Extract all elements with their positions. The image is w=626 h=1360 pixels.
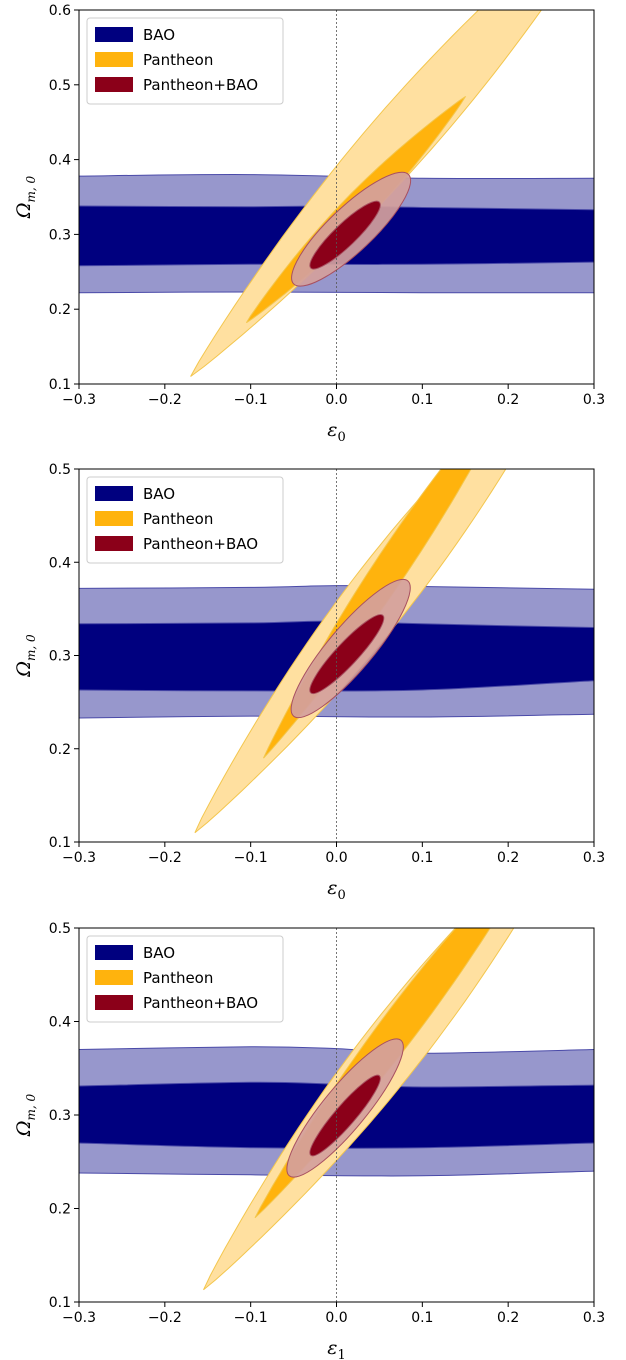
legend-swatch-pantheon — [95, 52, 133, 67]
y-tick-label: 0.5 — [49, 462, 71, 478]
plot-area — [79, 10, 594, 384]
legend-label: BAO — [143, 944, 175, 962]
x-tick-label: 0.1 — [411, 850, 433, 866]
x-tick-label: 0.3 — [583, 850, 605, 866]
plot-area — [79, 469, 594, 842]
x-tick-label: −0.1 — [234, 392, 268, 408]
y-tick-label: 0.4 — [49, 1015, 71, 1031]
legend-label: Pantheon — [143, 51, 213, 69]
y-tick-label: 0.2 — [49, 302, 71, 318]
x-tick-label: −0.1 — [234, 850, 268, 866]
combined-inner-contour — [309, 1074, 381, 1157]
legend: BAO Pantheon Pantheon+BAO — [86, 476, 284, 564]
legend-swatch-bao — [95, 945, 133, 960]
chart-panel-1: −0.3 −0.2 −0.1 0.0 0.1 0.2 0.3 0.1 0.2 0.3 0.4 0.5 0… — [13, 3, 605, 445]
combined-inner-contour — [309, 200, 381, 270]
x-tick-label: −0.3 — [62, 1310, 96, 1326]
legend-swatch-bao — [95, 27, 133, 42]
y-tick-label: 0.2 — [49, 1202, 71, 1218]
x-tick-label: 0.3 — [583, 392, 605, 408]
x-tick-label: 0.1 — [411, 392, 433, 408]
legend-swatch-pantheon — [95, 511, 133, 526]
y-axis-label: Ωm, 0 — [13, 634, 38, 678]
legend-swatch-combined — [95, 995, 133, 1010]
legend-swatch-bao — [95, 486, 133, 501]
y-tick-label: 0.3 — [49, 227, 71, 243]
x-axis-label: ε0 — [327, 419, 345, 445]
y-tick-label: 0.2 — [49, 742, 71, 758]
x-tick-label: 0.0 — [325, 850, 347, 866]
legend-swatch-pantheon — [95, 970, 133, 985]
y-tick-label: 0.5 — [49, 78, 71, 94]
y-tick-label: 0.4 — [49, 555, 71, 571]
x-tick-label: −0.2 — [148, 850, 182, 866]
y-tick-label: 0.3 — [49, 649, 71, 665]
x-tick-label: 0.2 — [497, 1310, 519, 1326]
legend-box — [86, 476, 284, 564]
legend-box — [86, 17, 284, 105]
x-tick-label: −0.3 — [62, 392, 96, 408]
x-tick-label: 0.0 — [325, 1310, 347, 1326]
x-tick-label: −0.3 — [62, 850, 96, 866]
x-tick-label: 0.2 — [497, 850, 519, 866]
legend-label: BAO — [143, 26, 175, 44]
combined-inner-contour — [309, 614, 385, 695]
y-tick-label: 0.1 — [49, 377, 71, 393]
plot-area — [79, 928, 594, 1302]
legend-label: BAO — [143, 485, 175, 503]
legend-label: Pantheon+BAO — [143, 994, 258, 1012]
x-tick-label: −0.1 — [234, 1310, 268, 1326]
x-tick-label: 0.0 — [325, 392, 347, 408]
chart-panel-2: −0.3 −0.2 −0.1 0.0 0.1 0.2 0.3 0.1 0.2 0.3 0.4 0.5 ε… — [13, 462, 605, 903]
legend-swatch-combined — [95, 536, 133, 551]
legend-box — [86, 935, 284, 1023]
legend-label: Pantheon — [143, 510, 213, 528]
x-tick-label: 0.3 — [583, 1310, 605, 1326]
legend-label: Pantheon+BAO — [143, 76, 258, 94]
legend-label: Pantheon+BAO — [143, 535, 258, 553]
x-tick-label: 0.2 — [497, 392, 519, 408]
x-axis-label: ε0 — [327, 877, 345, 903]
y-tick-label: 0.3 — [49, 1108, 71, 1124]
y-tick-label: 0.4 — [49, 153, 71, 169]
y-axis-label: Ωm, 0 — [13, 1093, 38, 1137]
y-tick-label: 0.6 — [49, 3, 71, 19]
x-tick-label: 0.1 — [411, 1310, 433, 1326]
chart-panel-3: −0.3 −0.2 −0.1 0.0 0.1 0.2 0.3 0.1 0.2 0.3 0.4 0.5 ε… — [13, 921, 605, 1360]
x-tick-label: −0.2 — [148, 392, 182, 408]
y-tick-label: 0.1 — [49, 1295, 71, 1311]
legend-swatch-combined — [95, 77, 133, 92]
y-axis-label: Ωm, 0 — [13, 175, 38, 219]
legend: BAO Pantheon Pantheon+BAO — [86, 17, 284, 105]
legend: BAO Pantheon Pantheon+BAO — [86, 935, 284, 1023]
x-tick-label: −0.2 — [148, 1310, 182, 1326]
legend-label: Pantheon — [143, 969, 213, 987]
x-axis-label: ε1 — [327, 1337, 345, 1360]
y-tick-label: 0.5 — [49, 921, 71, 937]
y-tick-label: 0.1 — [49, 835, 71, 851]
